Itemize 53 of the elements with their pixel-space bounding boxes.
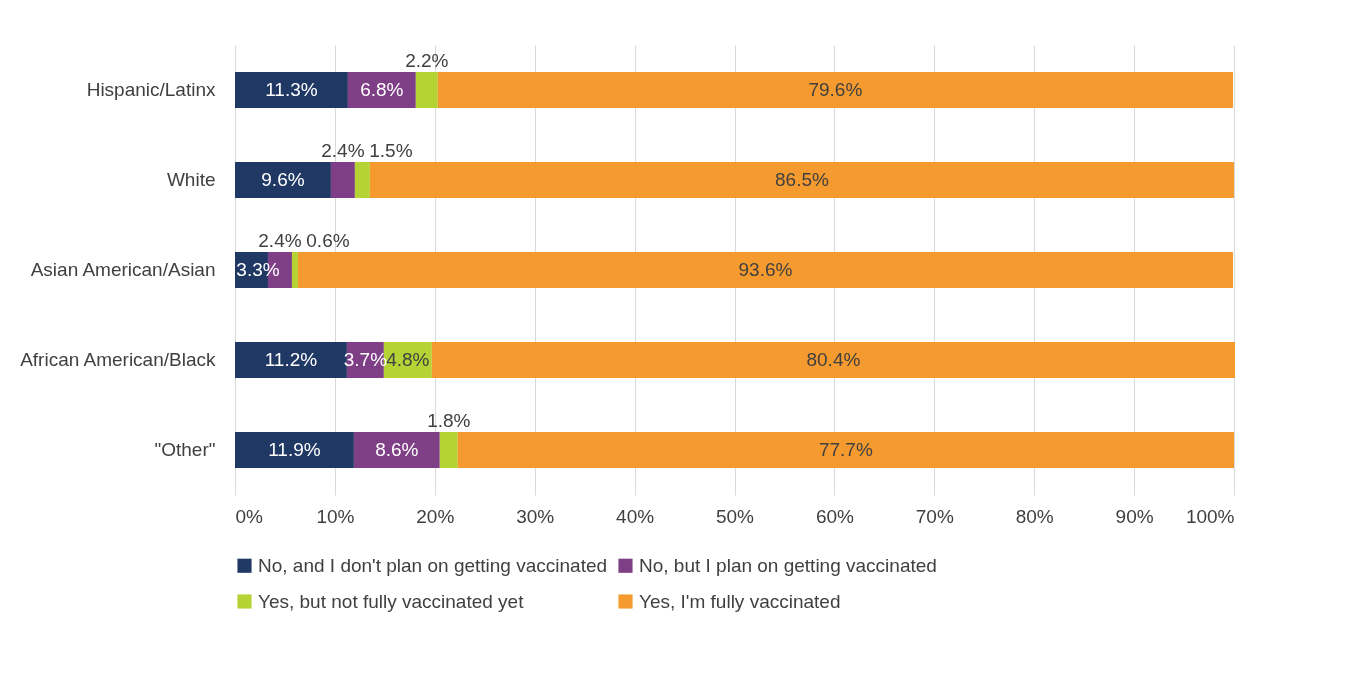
bar <box>457 432 1234 468</box>
y-tick-label: Asian American/Asian <box>30 259 216 280</box>
data-label: 11.3% <box>265 79 318 100</box>
legend-label: No, and I don't plan on getting vaccinated <box>258 554 608 576</box>
data-label: 79.6% <box>808 79 863 100</box>
data-label: 6.8% <box>360 79 404 100</box>
data-label: 93.6% <box>738 259 793 280</box>
x-tick-label: 10% <box>316 505 355 527</box>
data-label: 4.8% <box>386 349 430 370</box>
bar <box>437 72 1233 108</box>
data-label: 86.5% <box>775 169 829 190</box>
legend-label: Yes, but not fully vaccinated yet <box>258 590 525 612</box>
bar <box>354 162 370 198</box>
data-label: 77.7% <box>818 439 873 460</box>
x-tick-label: 30% <box>516 505 555 527</box>
bar <box>235 72 348 108</box>
data-label: 3.3% <box>236 259 280 280</box>
bar <box>297 252 1233 288</box>
data-label: 80.4% <box>806 349 861 370</box>
x-tick-label: 100% <box>1185 505 1235 527</box>
data-label: 2.4% <box>321 140 365 161</box>
y-tick-label: African American/Black <box>20 349 216 370</box>
data-label: 0.6% <box>306 230 350 251</box>
bar <box>291 252 298 288</box>
x-tick-label: 0% <box>235 505 264 527</box>
bar <box>431 342 1235 378</box>
bar <box>330 162 355 198</box>
bar <box>353 432 440 468</box>
x-tick-label: 50% <box>715 505 755 527</box>
bar <box>369 162 1234 198</box>
data-label: 11.2% <box>264 349 318 370</box>
y-tick-label: "Other" <box>154 439 216 460</box>
x-tick-label: 90% <box>1115 505 1154 527</box>
data-label: 2.2% <box>405 50 449 71</box>
data-label: 1.8% <box>427 410 471 431</box>
legend-label: No, but I plan on getting vaccinated <box>639 554 937 576</box>
legend-label: Yes, I'm fully vaccinated <box>639 590 841 612</box>
data-label: 2.4% <box>258 230 302 251</box>
x-tick-label: 80% <box>1015 505 1054 527</box>
data-label: 8.6% <box>375 439 419 460</box>
bar <box>415 72 438 108</box>
data-label: 11.9% <box>268 439 321 460</box>
y-tick-label: White <box>166 169 216 190</box>
x-tick-label: 20% <box>416 505 455 527</box>
x-tick-label: 60% <box>815 505 855 527</box>
data-label: 9.6% <box>261 169 305 190</box>
y-tick-label: Hispanic/Latinx <box>86 79 216 100</box>
bar <box>235 432 354 468</box>
x-tick-label: 40% <box>616 505 655 527</box>
bar <box>235 162 331 198</box>
data-label: 1.5% <box>369 140 413 161</box>
bar <box>439 432 458 468</box>
x-tick-label: 70% <box>915 505 954 527</box>
